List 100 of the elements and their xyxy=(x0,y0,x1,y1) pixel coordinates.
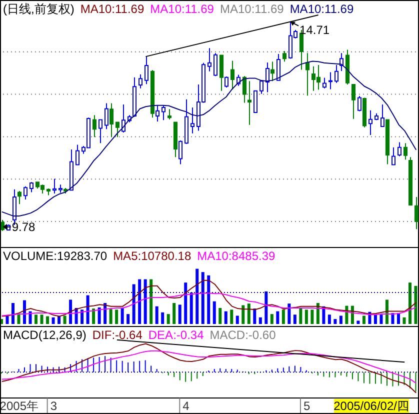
text: MA10:8485.39 xyxy=(197,249,276,263)
bar xyxy=(253,308,256,324)
candlestick xyxy=(392,146,396,166)
candlestick xyxy=(162,105,166,121)
x-tick-label: 5 xyxy=(303,399,310,413)
annotation: 9.78 xyxy=(12,220,36,234)
bar xyxy=(196,268,199,324)
candlestick xyxy=(110,102,114,138)
candlestick xyxy=(242,76,246,104)
annotation: MA10:11.69 xyxy=(80,2,144,16)
candlestick xyxy=(1,219,4,232)
bar xyxy=(126,314,130,324)
bar xyxy=(172,303,176,324)
candlestick xyxy=(156,105,160,122)
candlestick xyxy=(92,114,96,138)
bar xyxy=(339,316,342,324)
bar xyxy=(86,295,90,324)
candlestick xyxy=(122,104,126,133)
chart-title: VOLUME:19283.70 xyxy=(3,249,108,263)
candlestick xyxy=(358,96,362,112)
bar xyxy=(40,314,44,324)
candlestick xyxy=(230,60,234,90)
candlestick xyxy=(408,156,412,206)
bar xyxy=(304,310,308,324)
candlestick xyxy=(214,52,218,77)
bar xyxy=(316,303,320,324)
candlestick xyxy=(168,108,172,120)
candlestick xyxy=(144,56,148,85)
bar xyxy=(408,282,412,324)
candlestick xyxy=(208,48,212,72)
candlestick xyxy=(58,184,62,194)
bar xyxy=(380,314,383,324)
series-label: DEA:-0.34 xyxy=(148,328,204,342)
candlestick xyxy=(18,190,22,205)
bar xyxy=(150,279,153,324)
bar xyxy=(374,314,377,324)
bar xyxy=(362,316,366,324)
annotation: MA10:11.69 xyxy=(150,2,214,16)
bar xyxy=(58,316,61,324)
candlestick xyxy=(138,74,142,89)
bar xyxy=(144,279,147,324)
bar xyxy=(201,272,204,324)
bar xyxy=(23,300,26,324)
chart-title: MACD(12,26,9) xyxy=(3,328,86,342)
candlestick xyxy=(178,140,182,165)
candlestick xyxy=(254,90,258,114)
bar xyxy=(242,305,245,324)
candlestick xyxy=(248,80,252,126)
bar xyxy=(52,317,55,324)
bar xyxy=(69,300,72,324)
bar xyxy=(236,316,239,324)
candlestick xyxy=(174,122,178,158)
bar xyxy=(218,308,222,324)
bar xyxy=(396,312,400,324)
bar xyxy=(155,306,158,324)
bar xyxy=(230,310,234,324)
candlestick xyxy=(30,182,34,193)
bar xyxy=(224,311,228,324)
bar xyxy=(391,312,394,324)
candlestick xyxy=(266,62,270,93)
candlestick xyxy=(220,54,224,92)
bar xyxy=(109,309,112,324)
candlestick xyxy=(374,112,378,121)
bar xyxy=(402,317,406,324)
bar xyxy=(80,310,84,324)
bar xyxy=(138,279,142,324)
candlestick xyxy=(404,142,408,160)
candlestick xyxy=(224,76,228,88)
bar xyxy=(1,319,3,324)
bar xyxy=(299,308,302,324)
bar xyxy=(293,314,296,324)
candlestick xyxy=(76,144,80,166)
bar xyxy=(356,320,360,324)
bar xyxy=(190,292,193,324)
series-label: MA5:10780.18 xyxy=(113,249,192,263)
candlestick xyxy=(322,77,326,89)
bar xyxy=(282,310,285,324)
candlestick xyxy=(346,49,350,86)
candlestick xyxy=(414,196,418,230)
candlestick xyxy=(386,119,390,165)
bar xyxy=(270,314,274,324)
candlestick xyxy=(98,119,102,144)
bar xyxy=(115,310,118,324)
candlestick xyxy=(380,104,384,128)
candlestick xyxy=(270,61,274,82)
annotation: MA10:11.69 xyxy=(220,2,284,16)
candlestick xyxy=(340,52,344,72)
candlestick xyxy=(328,72,332,90)
candlestick xyxy=(334,64,338,84)
text: 2005/06/02/四 xyxy=(334,399,409,413)
candlestick xyxy=(362,97,366,128)
bar xyxy=(6,316,9,324)
bar xyxy=(212,301,216,324)
bar xyxy=(385,300,388,324)
annotation: 14.71 xyxy=(300,22,330,37)
candlestick xyxy=(52,178,56,194)
bar xyxy=(98,307,101,324)
candlestick xyxy=(352,84,356,120)
candlestick xyxy=(70,148,74,191)
bar xyxy=(34,314,38,324)
